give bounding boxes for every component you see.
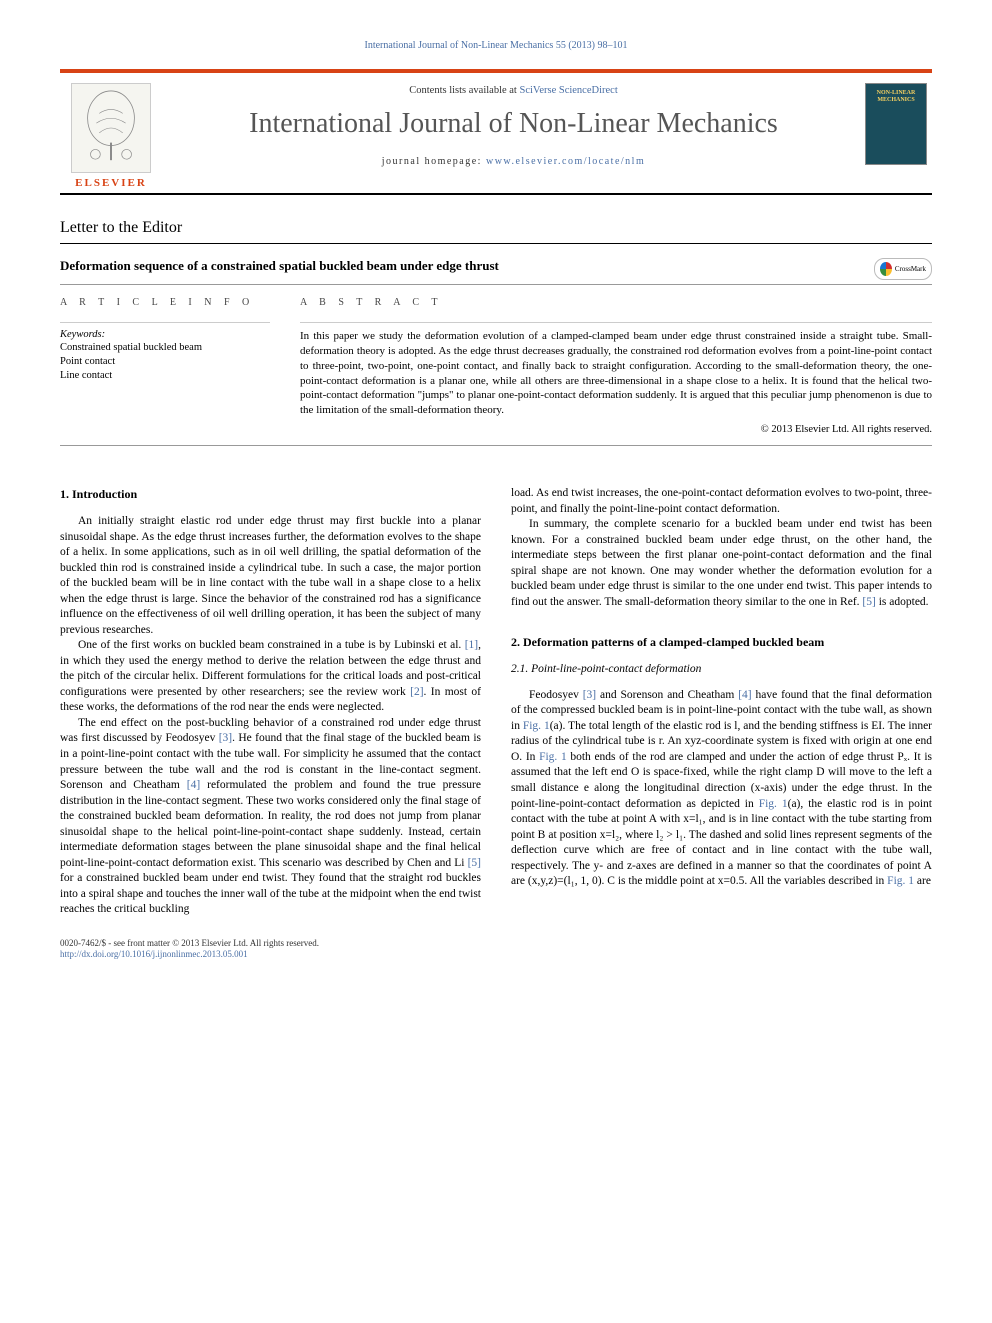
homepage-link[interactable]: www.elsevier.com/locate/nlm <box>486 156 645 167</box>
keywords-label: Keywords: <box>60 329 270 340</box>
contents-available: Contents lists available at SciVerse Sci… <box>180 85 847 96</box>
column-right: load. As end twist increases, the one-po… <box>511 486 932 961</box>
issn-line: 0020-7462/$ - see front matter © 2013 El… <box>60 938 481 950</box>
column-left: 1. Introduction An initially straight el… <box>60 486 481 961</box>
paragraph: Feodosyev [3] and Sorenson and Cheatham … <box>511 688 932 890</box>
abstract-block: A B S T R A C T In this paper we study t… <box>300 297 932 435</box>
ref-link-5b[interactable]: [5] <box>862 596 875 608</box>
ref-link-3[interactable]: [3] <box>219 732 232 744</box>
journal-title: International Journal of Non-Linear Mech… <box>180 108 847 140</box>
journal-header: ELSEVIER Contents lists available at Sci… <box>60 69 932 195</box>
ref-link-4b[interactable]: [4] <box>738 689 751 701</box>
paragraph: In summary, the complete scenario for a … <box>511 517 932 610</box>
ref-link-5[interactable]: [5] <box>468 857 481 869</box>
abstract-head: A B S T R A C T <box>300 297 932 308</box>
abstract-copyright: © 2013 Elsevier Ltd. All rights reserved… <box>300 424 932 435</box>
publisher-logo: ELSEVIER <box>60 73 170 193</box>
article-type: Letter to the Editor <box>60 219 932 237</box>
paragraph: load. As end twist increases, the one-po… <box>511 486 932 517</box>
ref-link-1[interactable]: [1] <box>465 639 478 651</box>
article-title: Deformation sequence of a constrained sp… <box>60 258 499 274</box>
ref-link-4[interactable]: [4] <box>187 779 200 791</box>
keyword: Line contact <box>60 369 270 383</box>
section-1-head: 1. Introduction <box>60 486 481 502</box>
sciencedirect-link[interactable]: SciVerse ScienceDirect <box>519 85 617 96</box>
fig-link-1b[interactable]: Fig. 1 <box>539 751 567 763</box>
section-2-1-head: 2.1. Point-line-point-contact deformatio… <box>511 662 932 678</box>
paragraph: The end effect on the post-buckling beha… <box>60 716 481 918</box>
doi-link[interactable]: http://dx.doi.org/10.1016/j.ijnonlinmec.… <box>60 949 248 959</box>
paragraph: One of the first works on buckled beam c… <box>60 638 481 716</box>
elsevier-label: ELSEVIER <box>60 177 162 189</box>
elsevier-tree-icon <box>71 83 151 173</box>
fig-link-1a[interactable]: Fig. 1 <box>523 720 550 732</box>
article-body: 1. Introduction An initially straight el… <box>60 486 932 961</box>
footer-block: 0020-7462/$ - see front matter © 2013 El… <box>60 938 481 961</box>
keyword: Point contact <box>60 355 270 369</box>
keyword: Constrained spatial buckled beam <box>60 341 270 355</box>
cover-title: NON-LINEAR MECHANICS <box>870 90 922 103</box>
crossmark-icon <box>880 262 892 276</box>
article-info-head: A R T I C L E I N F O <box>60 297 270 308</box>
ref-link-2[interactable]: [2] <box>410 686 423 698</box>
paragraph: An initially straight elastic rod under … <box>60 514 481 638</box>
section-2-head: 2. Deformation patterns of a clamped-cla… <box>511 634 932 650</box>
crossmark-label: CrossMark <box>895 265 926 273</box>
journal-homepage: journal homepage: www.elsevier.com/locat… <box>180 156 847 167</box>
journal-cover: NON-LINEAR MECHANICS <box>857 73 932 193</box>
journal-citation: International Journal of Non-Linear Mech… <box>60 40 932 51</box>
article-info-block: A R T I C L E I N F O Keywords: Constrai… <box>60 297 270 435</box>
crossmark-badge[interactable]: CrossMark <box>874 258 932 280</box>
fig-link-1c[interactable]: Fig. 1 <box>759 798 788 810</box>
abstract-text: In this paper we study the deformation e… <box>300 329 932 418</box>
ref-link-3b[interactable]: [3] <box>583 689 596 701</box>
fig-link-1d[interactable]: Fig. 1 <box>887 875 914 887</box>
